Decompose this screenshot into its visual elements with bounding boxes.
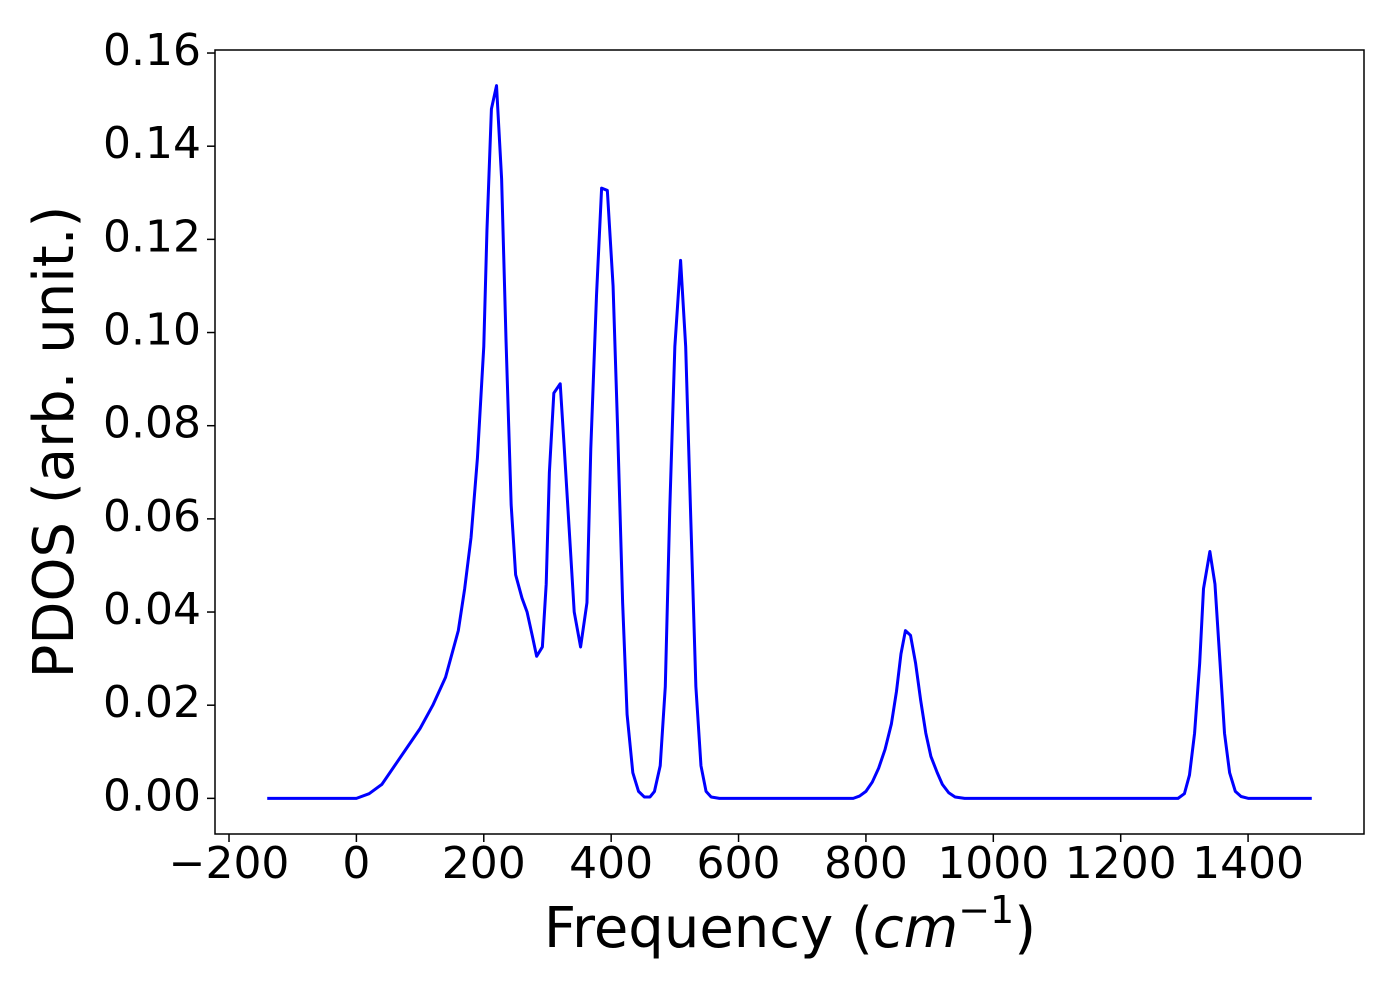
x-tick-label: 400 bbox=[569, 838, 653, 889]
y-tick-label: 0.16 bbox=[103, 25, 201, 76]
y-tick-label: 0.12 bbox=[103, 211, 201, 262]
x-label-close: ) bbox=[1014, 896, 1036, 961]
x-tick-label: 200 bbox=[442, 838, 526, 889]
y-tick-label: 0.10 bbox=[103, 305, 201, 356]
x-tick-label: 1400 bbox=[1192, 838, 1304, 889]
x-tick-label: 1200 bbox=[1065, 838, 1177, 889]
data-line bbox=[267, 84, 1312, 800]
x-tick-label: 0 bbox=[342, 838, 370, 889]
y-tick-label: 0.06 bbox=[103, 491, 201, 542]
y-tick-label: 0.04 bbox=[103, 584, 201, 635]
y-tick-label: 0.14 bbox=[103, 118, 201, 169]
x-tick-label: 800 bbox=[824, 838, 908, 889]
x-tick-label: 600 bbox=[697, 838, 781, 889]
x-tick-label: −200 bbox=[169, 838, 290, 889]
x-label-text: Frequency ( bbox=[544, 896, 873, 961]
plot-frame bbox=[214, 49, 1365, 835]
y-tick-label: 0.02 bbox=[103, 677, 201, 728]
y-tick-label: 0.00 bbox=[103, 770, 201, 821]
y-tick-label: 0.08 bbox=[103, 398, 201, 449]
x-label-unit: cm bbox=[873, 896, 958, 961]
x-label-exponent: −1 bbox=[958, 888, 1014, 932]
y-axis-label: PDOS (arb. unit.) bbox=[22, 206, 87, 679]
x-axis-label: Frequency (cm−1) bbox=[544, 888, 1036, 962]
x-tick-label: 1000 bbox=[937, 838, 1049, 889]
